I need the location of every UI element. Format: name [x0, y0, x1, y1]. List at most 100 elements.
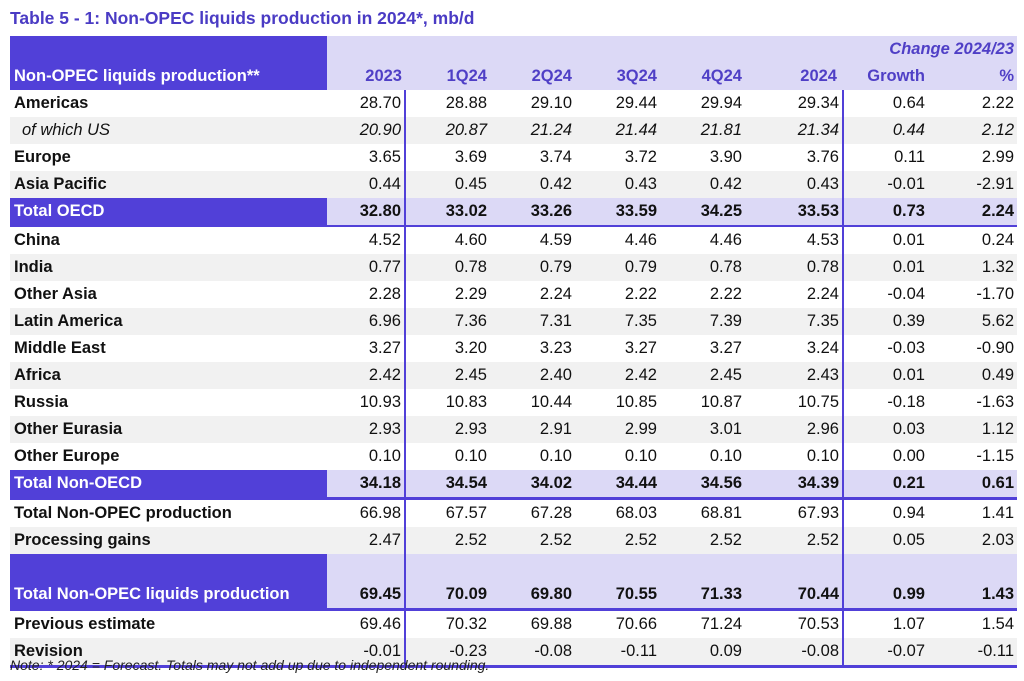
column-header: 3Q24: [575, 63, 660, 90]
cell-pct: 1.32: [928, 254, 1018, 281]
cell-pct: 2.24: [928, 198, 1018, 227]
column-header: 2023: [327, 63, 405, 90]
table-row: Total Non-OPEC liquids production 69.45 70…: [10, 554, 1018, 611]
cell-1q24: 20.87: [405, 117, 490, 144]
cell-4q24: 21.81: [660, 117, 745, 144]
cell-2q24: 3.23: [539, 339, 572, 357]
cell-2023: 32.80: [327, 198, 406, 227]
cell-pct: -1.70: [976, 285, 1015, 303]
cell-4q24: 3.01: [660, 416, 745, 443]
cell-pct: 0.24: [981, 231, 1015, 249]
cell-2q24: 2.40: [490, 362, 575, 389]
row-label: Latin America: [10, 308, 327, 335]
cell-4q24: 34.25: [660, 198, 745, 227]
cell-2q24: 69.88: [530, 615, 572, 633]
cell-2023: 3.27: [327, 335, 406, 362]
cell-growth: 0.39: [843, 308, 928, 335]
cell-1q24: 2.93: [405, 416, 490, 443]
cell-pct: 1.12: [928, 416, 1018, 443]
cell-3q24: 2.22: [624, 285, 657, 303]
cell-growth: 0.01: [892, 231, 925, 249]
cell-3q24: 29.44: [615, 94, 657, 112]
table-note: Note: * 2024 = Forecast. Totals may not …: [10, 657, 490, 673]
cell-2024: 34.39: [745, 470, 844, 500]
cell-2024: 2.52: [745, 527, 844, 554]
cell-2024: 3.76: [745, 144, 844, 171]
cell-3q24: 68.03: [615, 504, 657, 522]
cell-2q24: 29.10: [530, 94, 572, 112]
cell-2023: 34.18: [327, 470, 406, 500]
cell-4q24: 0.42: [660, 171, 745, 198]
table-row: Other Europe 0.10 0.10 0.10 0.10 0.10 0.10 0.00…: [10, 443, 1017, 470]
cell-3q24: 33.59: [575, 198, 660, 227]
cell-1q24: 0.78: [405, 254, 490, 281]
cell-1q24: 33.02: [405, 198, 490, 227]
cell-pct: 0.61: [928, 470, 1018, 500]
row-label: Total Non-OECD: [10, 470, 327, 500]
cell-1q24: 7.36: [405, 308, 490, 335]
row-label: Russia: [14, 393, 69, 411]
cell-growth: 0.44: [843, 117, 928, 144]
cell-3q24: 3.72: [624, 148, 657, 166]
row-label: Americas: [14, 94, 89, 112]
cell-4q24: 71.33: [660, 554, 745, 611]
cell-2q24: 34.02: [490, 470, 575, 500]
row-label: of which US: [10, 117, 327, 144]
production-table: Change 2024/23 Non-OPEC liquids producti…: [10, 36, 1018, 668]
cell-1q24: 3.20: [454, 339, 487, 357]
cell-3q24: 70.66: [615, 615, 657, 633]
cell-2023: 6.96: [327, 308, 406, 335]
cell-4q24: 29.94: [700, 94, 742, 112]
table-row: Americas 28.70 28.88 29.10 29.44 29.94 29.34 0.…: [10, 90, 1017, 117]
cell-2024: 0.10: [745, 443, 844, 470]
row-label: Revision: [10, 638, 327, 668]
cell-1q24: 2.52: [405, 527, 490, 554]
cell-2024: 21.34: [745, 117, 844, 144]
cell-2023: 10.93: [327, 389, 406, 416]
cell-growth: -0.07: [843, 638, 928, 668]
cell-1q24: 2.45: [405, 362, 490, 389]
cell-4q24: 10.87: [700, 393, 742, 411]
table-row: Other Asia 2.28 2.29 2.24 2.22 2.22 2.24 -0.04-…: [10, 281, 1017, 308]
table-row: Revision -0.01 -0.23 -0.08 -0.11 0.09 -0.08 -0.…: [10, 638, 1018, 668]
row-label: Previous estimate: [14, 615, 156, 633]
cell-4q24: 3.90: [709, 148, 742, 166]
table-row: China 4.52 4.60 4.59 4.46 4.46 4.53 0.01 0.24: [10, 226, 1017, 254]
cell-2q24: 69.80: [490, 554, 575, 611]
cell-4q24: 68.81: [700, 504, 742, 522]
cell-2024: 33.53: [745, 198, 844, 227]
cell-2q24: 4.59: [539, 231, 572, 249]
header-row: Non-OPEC liquids production** 2023 1Q24 2Q…: [10, 63, 1018, 90]
cell-2023: 0.44: [327, 171, 406, 198]
row-label: India: [10, 254, 327, 281]
cell-2024: -0.08: [745, 638, 844, 668]
cell-1q24: 70.09: [405, 554, 490, 611]
cell-growth: -0.03: [887, 339, 925, 357]
cell-2023: 2.47: [327, 527, 406, 554]
cell-pct: 2.99: [981, 148, 1015, 166]
cell-2024: 70.53: [745, 609, 844, 638]
cell-2024: 2.96: [745, 416, 844, 443]
cell-2024: 2.24: [745, 281, 844, 308]
table-row: Middle East 3.27 3.20 3.23 3.27 3.27 3.24 -0.03…: [10, 335, 1017, 362]
cell-2024: 10.75: [745, 389, 844, 416]
row-label: Other Asia: [14, 285, 97, 303]
cell-4q24: 34.56: [660, 470, 745, 500]
row-label: Total Non-OPEC liquids production: [10, 554, 327, 611]
cell-2024: 29.34: [745, 90, 844, 117]
table-row: India 0.77 0.78 0.79 0.79 0.78 0.78 0.01 1.32: [10, 254, 1018, 281]
cell-4q24: 0.78: [660, 254, 745, 281]
cell-1q24: 10.83: [445, 393, 487, 411]
cell-growth: 0.00: [892, 447, 925, 465]
header-label-blank: [10, 36, 327, 63]
cell-2023: 0.77: [327, 254, 406, 281]
cell-1q24: -0.23: [405, 638, 490, 668]
cell-4q24: 4.46: [709, 231, 742, 249]
cell-4q24: 2.22: [709, 285, 742, 303]
cell-2024: 70.44: [745, 554, 844, 611]
cell-2023: 28.70: [327, 90, 406, 117]
row-label: Europe: [14, 148, 71, 166]
cell-growth: 0.73: [843, 198, 928, 227]
cell-4q24: 0.10: [709, 447, 742, 465]
cell-pct: -2.91: [928, 171, 1018, 198]
